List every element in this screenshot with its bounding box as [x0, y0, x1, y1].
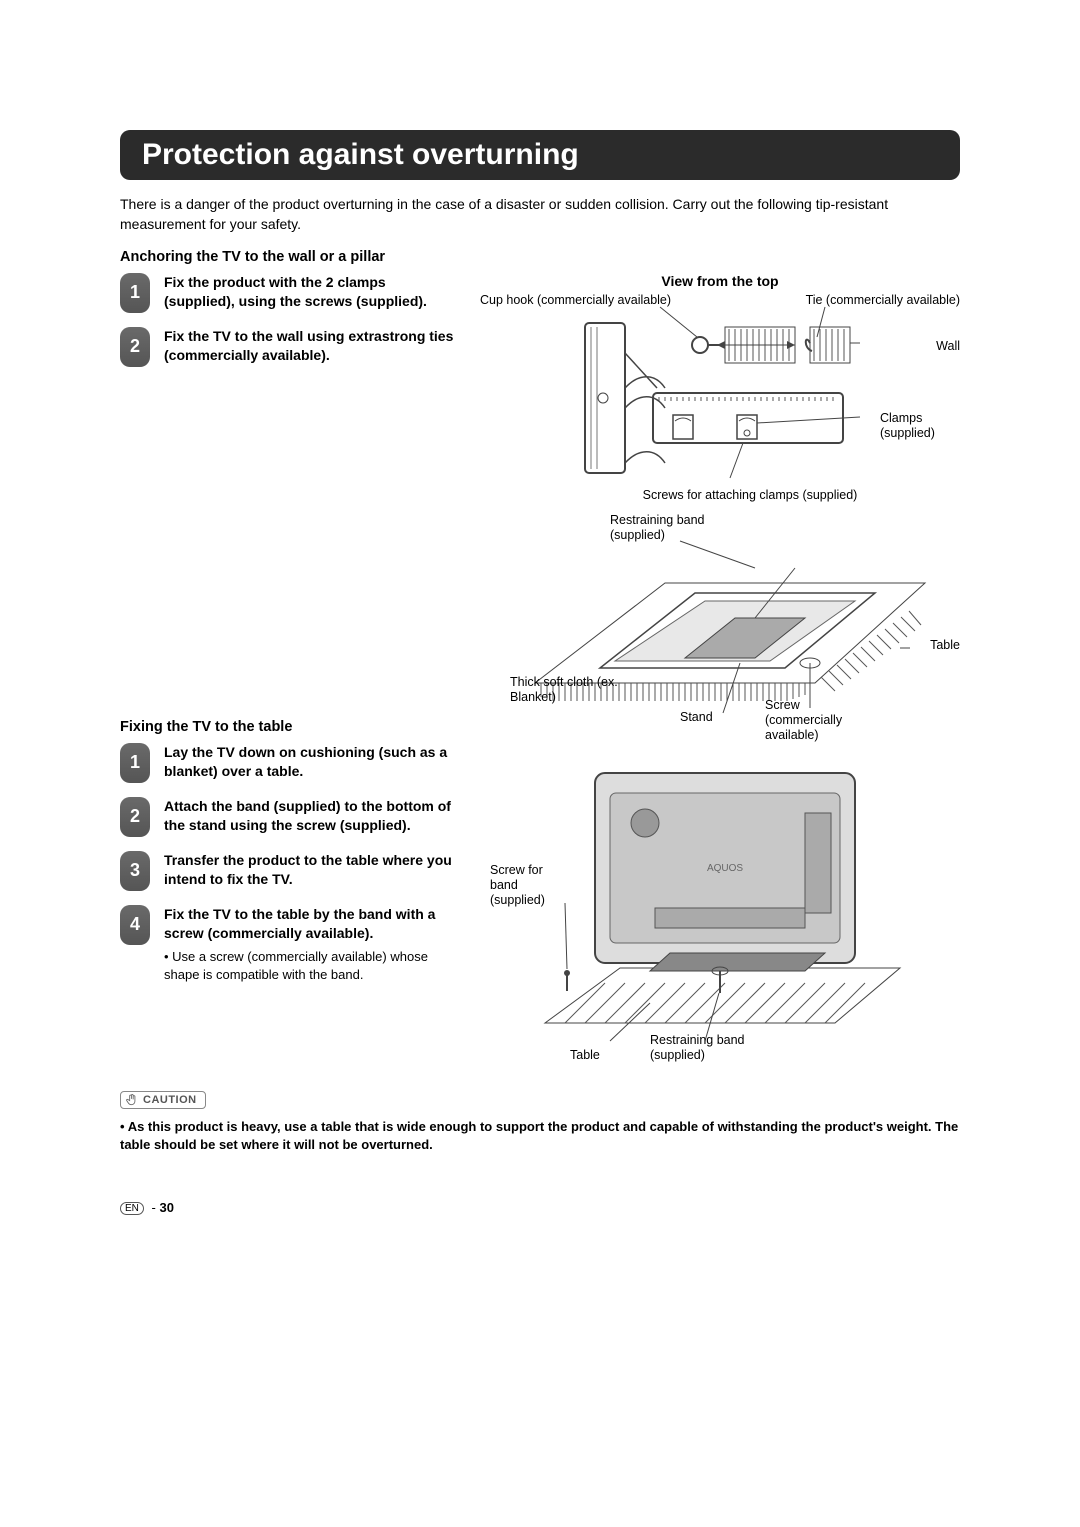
- lying-svg: [480, 513, 960, 743]
- section2-diagram-area: Restraining band (supplied) Table Thick …: [480, 513, 960, 1063]
- section1-heading: Anchoring the TV to the wall or a pillar: [120, 249, 960, 265]
- caution-label: CAUTION: [143, 1094, 197, 1106]
- label-screws-clamps: Screws for attaching clamps (supplied): [600, 488, 900, 503]
- step-number-badge: 1: [120, 743, 150, 783]
- step-text: Attach the band (supplied) to the bottom…: [164, 797, 460, 836]
- label-table2: Table: [570, 1048, 600, 1063]
- top-view-svg: [480, 293, 960, 503]
- step-text: Fix the TV to the wall using extrastrong…: [164, 327, 460, 366]
- top-view-diagram: Cup hook (commercially available) Tie (c…: [480, 293, 960, 503]
- label-wall: Wall: [936, 339, 960, 354]
- intro-text: There is a danger of the product overtur…: [120, 194, 960, 235]
- diagram-title: View from the top: [480, 273, 960, 289]
- brand-text: AQUOS: [707, 863, 743, 874]
- step-subtext: Use a screw (commercially available) who…: [164, 948, 460, 984]
- step-row: 1 Fix the product with the 2 clamps (sup…: [120, 273, 460, 313]
- section2-heading: Fixing the TV to the table: [120, 719, 460, 735]
- standing-diagram: Screw for band (supplied) Table Restrain…: [480, 743, 960, 1063]
- caution-text-content: As this product is heavy, use a table th…: [120, 1119, 958, 1153]
- label-cup-hook: Cup hook (commercially available): [480, 293, 671, 308]
- caution-text: • As this product is heavy, use a table …: [120, 1118, 960, 1156]
- section1-diagram-area: View from the top Cup hook (commercially…: [480, 273, 960, 503]
- section2-left: Fixing the TV to the table 1 Lay the TV …: [120, 513, 460, 1063]
- page-title: Protection against overturning: [120, 130, 960, 180]
- section1-steps: 1 Fix the product with the 2 clamps (sup…: [120, 273, 460, 503]
- step-text-wrap: Fix the TV to the table by the band with…: [164, 905, 460, 985]
- label-table: Table: [930, 638, 960, 653]
- step-number-badge: 4: [120, 905, 150, 945]
- label-stand: Stand: [680, 710, 713, 725]
- step-text: Transfer the product to the table where …: [164, 851, 460, 890]
- hand-icon: [125, 1093, 139, 1107]
- step-row: 3 Transfer the product to the table wher…: [120, 851, 460, 891]
- step-row: 2 Attach the band (supplied) to the bott…: [120, 797, 460, 837]
- label-screw-avail: Screw (commercially available): [765, 698, 875, 743]
- page-number: EN - 30: [120, 1200, 174, 1215]
- step-number-badge: 1: [120, 273, 150, 313]
- label-tie: Tie (commercially available): [806, 293, 960, 308]
- section2-columns: Fixing the TV to the table 1 Lay the TV …: [120, 513, 960, 1063]
- label-clamps: Clamps (supplied): [880, 411, 960, 441]
- lang-chip: EN: [120, 1202, 144, 1215]
- caution-block: CAUTION • As this product is heavy, use …: [120, 1091, 960, 1156]
- step-text: Fix the TV to the table by the band with…: [164, 905, 460, 944]
- step-row: 1 Lay the TV down on cushioning (such as…: [120, 743, 460, 783]
- lying-diagram: Restraining band (supplied) Table Thick …: [480, 513, 960, 743]
- step-number-badge: 2: [120, 797, 150, 837]
- label-screw-for-band: Screw for band (supplied): [490, 863, 570, 908]
- page: Protection against overturning There is …: [0, 0, 1080, 1255]
- step-text: Fix the product with the 2 clamps (suppl…: [164, 273, 460, 312]
- label-restraining-band: Restraining band (supplied): [610, 513, 730, 543]
- caution-chip: CAUTION: [120, 1091, 206, 1109]
- step-number-badge: 3: [120, 851, 150, 891]
- step-number-badge: 2: [120, 327, 150, 367]
- section1-columns: 1 Fix the product with the 2 clamps (sup…: [120, 273, 960, 503]
- page-number-value: 30: [159, 1200, 173, 1215]
- label-restraining-band2: Restraining band (supplied): [650, 1033, 770, 1063]
- step-row: 4 Fix the TV to the table by the band wi…: [120, 905, 460, 985]
- step-text: Lay the TV down on cushioning (such as a…: [164, 743, 460, 782]
- label-thick-cloth: Thick soft cloth (ex. Blanket): [510, 675, 620, 705]
- step-row: 2 Fix the TV to the wall using extrastro…: [120, 327, 460, 367]
